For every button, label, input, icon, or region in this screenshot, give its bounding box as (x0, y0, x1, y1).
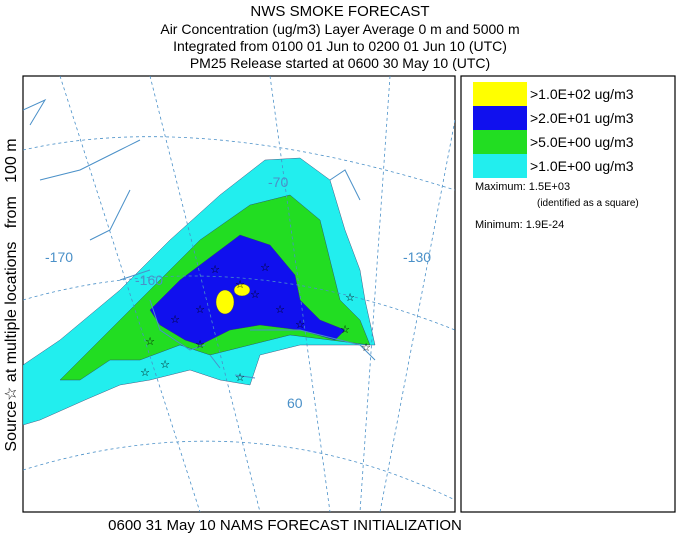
star: ☆ (170, 314, 180, 326)
map-label: -130 (403, 249, 431, 265)
legend-swatch (473, 154, 527, 178)
footer: 0600 31 May 10 NAMS FORECAST INITIALIZAT… (108, 517, 462, 534)
legend-swatch (473, 130, 527, 154)
maximum-note: (identified as a square) (537, 198, 639, 209)
map-label: 60 (287, 395, 303, 411)
star: ☆ (140, 367, 150, 379)
legend-swatch (473, 82, 527, 106)
legend-frame (460, 75, 676, 513)
star: ☆ (235, 279, 245, 291)
star: ☆ (275, 304, 285, 316)
maximum: Maximum: 1.5E+03 (475, 181, 570, 193)
legend-label: >1.0E+00 ug/m3 (530, 158, 634, 174)
subtitle: Air Concentration (ug/m3) Layer Average … (160, 21, 519, 37)
legend: >1.0E+02 ug/m3 >2.0E+01 ug/m3 >5.0E+00 ug/… (473, 82, 634, 178)
star: ☆ (361, 342, 371, 354)
source-stars: ☆ ☆ ☆ ☆ ☆ ☆ ☆ ☆ ☆ ☆ ☆ ☆ ☆ ☆ ☆ ☆ (140, 262, 371, 384)
legend-label: >5.0E+00 ug/m3 (530, 134, 634, 150)
star: ☆ (340, 324, 350, 336)
star: ☆ (235, 372, 245, 384)
star: ☆ (195, 304, 205, 316)
map-label: -70 (268, 174, 288, 190)
star: ☆ (195, 339, 205, 351)
minimum: Minimum: 1.9E-24 (475, 219, 564, 231)
map-label: -170 (45, 249, 73, 265)
legend-label: >2.0E+01 ug/m3 (530, 110, 634, 126)
star: ☆ (210, 264, 220, 276)
side-label: Source☆ at multiple locations from 100 m (3, 138, 20, 451)
subtitle: Integrated from 0100 01 Jun to 0200 01 J… (173, 38, 507, 54)
star: ☆ (160, 359, 170, 371)
star: ☆ (260, 262, 270, 274)
star: ☆ (295, 319, 305, 331)
star: ☆ (345, 292, 355, 304)
graticule (59, 76, 455, 512)
graticule (23, 136, 455, 501)
subtitle: PM25 Release started at 0600 30 May 10 (… (190, 55, 490, 71)
star: ☆ (145, 336, 155, 348)
star: ☆ (250, 289, 260, 301)
title: NWS SMOKE FORECAST (250, 3, 429, 20)
legend-label: >1.0E+02 ug/m3 (530, 86, 634, 102)
smoke-area (215, 289, 235, 315)
map-label: -160 (135, 272, 163, 288)
coastline (23, 98, 376, 379)
smoke-area (233, 283, 251, 297)
map: -170 -160 -70 -130 60 ☆ ☆ ☆ ☆ ☆ ☆ ☆ ☆ ☆ … (23, 76, 455, 512)
legend-swatch (473, 106, 527, 130)
